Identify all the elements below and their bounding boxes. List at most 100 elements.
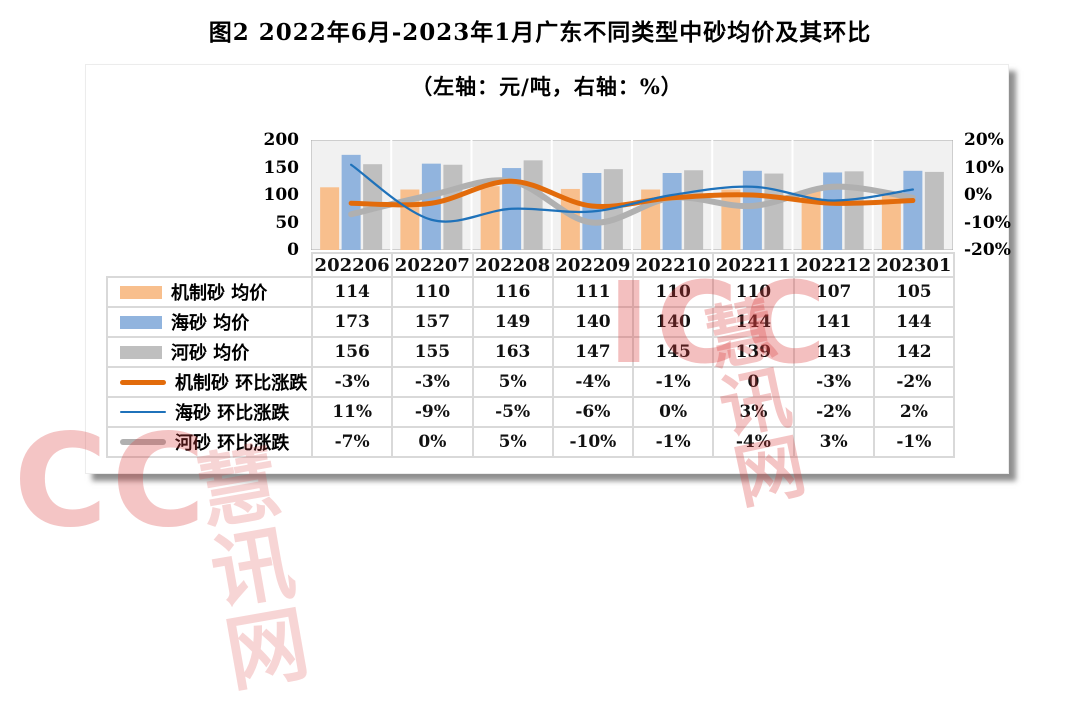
- plot-area: [311, 140, 953, 250]
- page-title: 图2 2022年6月-2023年1月广东不同类型中砂均价及其环比: [208, 19, 872, 46]
- value-cell: 144: [712, 306, 795, 338]
- bar: [443, 164, 463, 250]
- category-label: 202212: [792, 252, 875, 278]
- value-cell: 149: [471, 306, 554, 338]
- value-cell: -3%: [310, 366, 394, 398]
- legend-label: 机制砂 均价: [171, 283, 268, 304]
- value-cell: 144: [872, 306, 956, 338]
- bar: [881, 192, 901, 250]
- value-cell: -9%: [391, 396, 474, 428]
- legend-label: 河砂 环比涨跌: [175, 433, 290, 454]
- table-row: 河砂 均价 156 155 163 147 145 139 143 142: [106, 336, 956, 368]
- category-label: 202301: [872, 252, 956, 278]
- bar: [903, 170, 923, 250]
- value-cell: 142: [872, 336, 956, 368]
- chart-subtitle: （左轴：元/吨，右轴：%）: [411, 74, 683, 99]
- legend-bar-swatch: [120, 345, 162, 359]
- legend-line-swatch: [120, 379, 166, 385]
- value-cell: 173: [310, 306, 394, 338]
- value-cell: 0: [712, 366, 795, 398]
- legend-cell: 机制砂 均价: [106, 276, 313, 308]
- chart-panel: （左轴：元/吨，右轴：%） 200 150 100 50 0 20% 10% 0% -10% -…: [85, 64, 1011, 474]
- legend-label: 海砂 均价: [171, 313, 250, 334]
- value-cell: 110: [391, 276, 474, 308]
- trend-line: [348, 177, 916, 226]
- bar: [320, 187, 340, 250]
- table-row: 海砂 环比涨跌 11% -9% -5% -6% 0% 3% -2% 2%: [106, 396, 956, 428]
- value-cell: 105: [872, 276, 956, 308]
- value-cell: 163: [471, 336, 554, 368]
- value-cell: 139: [712, 336, 795, 368]
- left-axis-tick: 150: [263, 157, 300, 178]
- bar: [764, 173, 784, 250]
- bar: [823, 172, 843, 250]
- bar: [924, 171, 944, 250]
- value-cell: 140: [631, 306, 715, 338]
- legend-label: 机制砂 环比涨跌: [175, 373, 308, 394]
- value-cell: -1%: [872, 426, 956, 458]
- bar: [684, 170, 704, 250]
- legend-cell: 河砂 均价: [106, 336, 313, 368]
- legend-bar-swatch: [120, 315, 162, 329]
- bar: [421, 163, 441, 250]
- bar: [721, 189, 741, 250]
- value-cell: 3%: [792, 426, 875, 458]
- value-cell: 2%: [872, 396, 956, 428]
- value-cell: -7%: [310, 426, 394, 458]
- watermark-site: 慧讯网: [190, 432, 326, 704]
- value-cell: 114: [310, 276, 394, 308]
- value-cell: 11%: [310, 396, 394, 428]
- left-axis-tick: 100: [263, 185, 300, 205]
- value-cell: 156: [310, 336, 394, 368]
- legend-line-swatch: [120, 410, 166, 414]
- left-axis-tick: 50: [275, 212, 299, 233]
- legend-label: 海砂 环比涨跌: [175, 403, 290, 424]
- value-cell: -3%: [391, 366, 474, 398]
- right-axis-tick: 20%: [964, 130, 1004, 150]
- legend-line-swatch: [120, 439, 166, 445]
- value-cell: 143: [792, 336, 875, 368]
- legend-cell: 海砂 均价: [106, 306, 313, 338]
- legend-label: 河砂 均价: [171, 343, 250, 364]
- value-cell: -3%: [792, 366, 875, 398]
- left-axis-tick: 200: [263, 130, 300, 150]
- value-cell: -2%: [792, 396, 875, 428]
- value-cell: -6%: [551, 396, 635, 428]
- value-cell: 0%: [391, 426, 474, 458]
- value-cell: -1%: [631, 426, 715, 458]
- table-row: 河砂 环比涨跌 -7% 0% 5% -10% -1% -4% 3% -1%: [106, 426, 956, 458]
- value-cell: 157: [391, 306, 474, 338]
- bar: [801, 191, 821, 250]
- right-axis-tick: -10%: [964, 212, 1011, 233]
- value-cell: 0%: [631, 396, 715, 428]
- value-cell: -10%: [551, 426, 635, 458]
- category-label: 202211: [712, 252, 795, 278]
- value-cell: -4%: [551, 366, 635, 398]
- value-cell: 5%: [471, 426, 554, 458]
- category-label: 202208: [471, 252, 554, 278]
- value-cell: -1%: [631, 366, 715, 398]
- right-axis-tick: -20%: [964, 240, 1011, 260]
- legend-cell: 海砂 环比涨跌: [106, 396, 313, 428]
- value-cell: 110: [631, 276, 715, 308]
- bar: [603, 169, 623, 250]
- table-row: 机制砂 均价 114 110 116 111 110 110 107 105: [106, 276, 956, 308]
- legend-cell: 机制砂 环比涨跌: [106, 366, 313, 398]
- bar: [480, 186, 500, 250]
- bar: [523, 160, 543, 250]
- value-cell: 110: [712, 276, 795, 308]
- category-label: 202210: [631, 252, 715, 278]
- legend-bar-swatch: [120, 285, 162, 299]
- bar: [662, 173, 682, 250]
- right-axis-tick: 0%: [964, 185, 992, 205]
- value-cell: 107: [792, 276, 875, 308]
- value-cell: 145: [631, 336, 715, 368]
- bar: [844, 171, 864, 250]
- value-cell: 147: [551, 336, 635, 368]
- right-axis-tick: 10%: [964, 157, 1004, 178]
- value-cell: 141: [792, 306, 875, 338]
- table-corner-spacer: [107, 253, 312, 277]
- value-cell: 155: [391, 336, 474, 368]
- value-cell: 3%: [712, 396, 795, 428]
- table-row: 海砂 均价 173 157 149 140 140 144 141 144: [106, 306, 956, 338]
